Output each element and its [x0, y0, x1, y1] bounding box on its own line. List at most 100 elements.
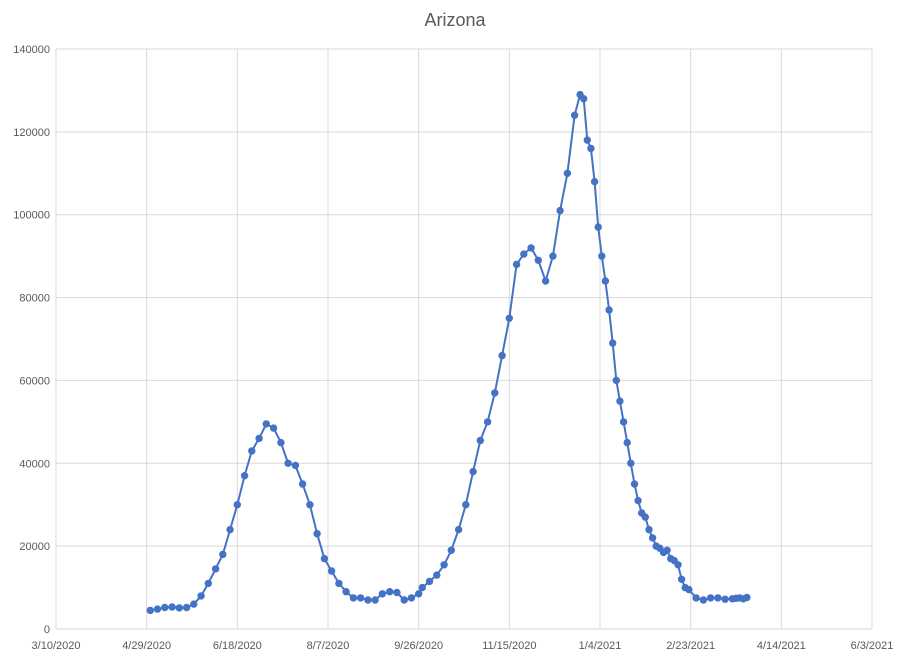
data-point [161, 603, 169, 612]
data-point [327, 567, 336, 575]
data-point [630, 480, 639, 488]
data-point [520, 250, 528, 258]
data-point [692, 594, 700, 602]
data-point [342, 588, 350, 596]
data-point [612, 376, 620, 385]
data-point [721, 595, 729, 603]
data-point [233, 501, 242, 509]
data-point [386, 588, 394, 596]
data-point [570, 111, 579, 120]
x-tick-label: 8/7/2020 [307, 640, 350, 652]
data-point [298, 480, 307, 488]
data-point [378, 590, 387, 598]
x-tick-label: 6/3/2021 [851, 640, 894, 652]
data-point [269, 424, 278, 432]
data-point [623, 438, 631, 447]
data-point [364, 596, 372, 604]
data-point [609, 339, 617, 347]
y-tick-label: 100000 [13, 210, 50, 222]
data-point [641, 513, 649, 521]
y-tick-label: 40000 [19, 458, 50, 470]
data-point [335, 579, 343, 588]
data-point [146, 606, 155, 615]
data-point [699, 596, 708, 604]
data-point [371, 596, 379, 604]
data-point [645, 525, 653, 534]
data-point [418, 583, 426, 592]
data-point [447, 546, 455, 554]
data-point [255, 434, 263, 443]
data-point [291, 461, 300, 470]
data-point [512, 260, 521, 269]
y-tick-label: 0 [44, 624, 50, 636]
data-point [226, 525, 234, 534]
x-tick-label: 6/18/2020 [213, 640, 262, 652]
data-point [462, 501, 470, 509]
data-point [168, 603, 176, 611]
data-point [648, 534, 657, 542]
x-tick-label: 1/4/2021 [579, 640, 622, 652]
data-point [393, 588, 401, 597]
data-point [469, 467, 477, 476]
data-point [240, 472, 249, 480]
data-point [313, 530, 321, 538]
data-point [706, 594, 715, 602]
data-point [284, 459, 292, 467]
data-point [583, 136, 591, 144]
data-point [320, 554, 329, 563]
data-point [306, 501, 314, 509]
data-point [204, 579, 213, 588]
data-point [219, 550, 227, 559]
axes: 0 20000 40000 60000 80000 100000 120000 140000 3… [13, 44, 893, 652]
data-point [175, 604, 184, 612]
data-point [590, 177, 599, 186]
data-point [634, 496, 642, 505]
x-tick-label: 2/23/2021 [666, 640, 715, 652]
data-point [619, 418, 628, 426]
data-point [563, 169, 572, 178]
data-point [476, 436, 484, 445]
data-point [616, 397, 624, 405]
data-point [182, 603, 191, 612]
data-point [601, 277, 610, 285]
data-point [433, 571, 441, 579]
data-point [248, 447, 256, 455]
x-tick-label: 4/29/2020 [122, 640, 171, 652]
data-point [356, 594, 365, 602]
x-tick-label: 11/15/2020 [482, 640, 536, 652]
data-point [541, 277, 550, 285]
data-point [190, 600, 198, 608]
data-point [527, 244, 535, 252]
data-point [743, 593, 751, 602]
y-tick-label: 140000 [13, 44, 50, 56]
gridlines [55, 48, 873, 630]
data-point [674, 561, 682, 569]
data-point [685, 585, 693, 594]
y-tick-label: 80000 [19, 293, 50, 305]
data-point [587, 144, 595, 153]
data-point [277, 438, 285, 447]
x-tick-label: 9/26/2020 [394, 640, 443, 652]
data-point [491, 389, 499, 397]
data-point [549, 252, 557, 260]
data-point [534, 256, 542, 264]
x-tick-label: 3/10/2020 [32, 640, 81, 652]
data-point [598, 252, 606, 260]
data-point [580, 95, 588, 103]
data-point [714, 594, 722, 602]
data-point [415, 590, 423, 598]
y-tick-label: 60000 [19, 375, 50, 387]
data-point [197, 592, 205, 600]
data-point [663, 546, 671, 554]
data-point [407, 594, 416, 602]
data-point [262, 420, 270, 428]
data-point [425, 577, 434, 586]
data-point [677, 575, 686, 583]
data-point [594, 223, 602, 231]
data-point [556, 206, 564, 215]
x-tick-label: 4/14/2021 [757, 640, 806, 652]
data-point [211, 565, 220, 573]
series-line [150, 93, 748, 612]
data-point [498, 351, 506, 360]
